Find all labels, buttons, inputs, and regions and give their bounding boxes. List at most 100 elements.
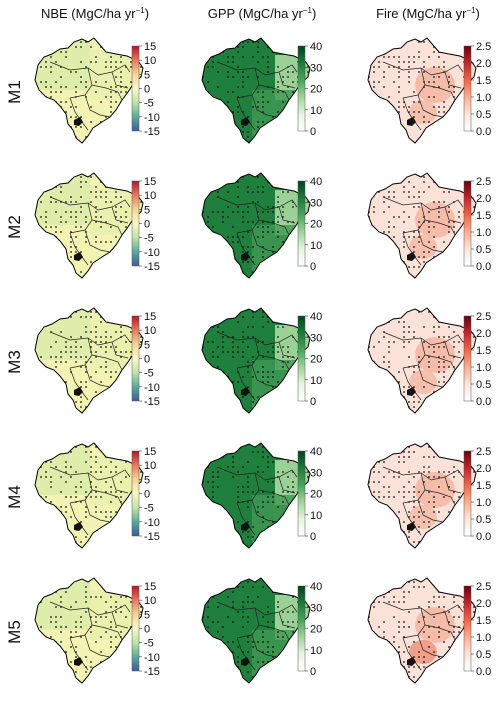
colorbar-tick-label: 2.0 [476, 463, 491, 475]
colorbar-tick-label: 10 [310, 105, 322, 117]
nbe-colorbar: 15 10 5 0 -5 -10 -15 [131, 446, 160, 543]
gpp-colorbar: 40 30 20 10 0 [297, 446, 322, 543]
colorbar-tick-label: 10 [144, 595, 156, 607]
fire-colorbar: 2.5 2.0 1.5 1.0 0.5 0.0 [463, 41, 491, 138]
colorbar-tick-label: 0.0 [476, 666, 491, 678]
colorbar-tick-label: 15 [144, 446, 156, 458]
colorbar-tick-label: -10 [144, 247, 160, 259]
colorbar-tick-label: 0 [310, 126, 316, 138]
colorbar-tick-label: 0.0 [476, 126, 491, 138]
colorbar-tick-label: 5 [144, 204, 150, 216]
colorbar-tick-label: 10 [310, 510, 322, 522]
row-label: M1 [5, 80, 24, 104]
brazil-outline [201, 172, 311, 279]
colorbar-tick-label: 30 [310, 467, 322, 479]
colorbar-tick-label: -5 [144, 233, 154, 245]
colorbar-tick-label: 0 [310, 666, 316, 678]
colorbar-tick-label: 0 [144, 489, 150, 501]
colorbar-tick-label: 1.5 [476, 75, 491, 87]
colorbar-tick-label: 20 [310, 354, 322, 366]
colorbar-tick-label: 5 [144, 339, 150, 351]
colorbar-tick-label: -15 [144, 126, 160, 138]
colorbar-tick-label: 2.0 [476, 193, 491, 205]
colorbar-tick-label: 30 [310, 332, 322, 344]
colorbar-tick-label: -5 [144, 638, 154, 650]
map-rows: M1 15 10 5 0 -5 -10 -15 40 30 20 10 0 2.5 2.0 1.5 1.0 0.5… [5, 37, 491, 684]
colorbar-tick-label: 0.0 [476, 261, 491, 273]
colorbar-tick-label: 15 [144, 311, 156, 323]
brazil-outline [201, 307, 311, 414]
colorbar-tick-label: 2.5 [476, 581, 491, 593]
colorbar-tick-label: 15 [144, 581, 156, 593]
colorbar-tick-label: 0 [310, 396, 316, 408]
fire-map-panel [367, 172, 477, 279]
colorbar-tick-label: 1.0 [476, 497, 491, 509]
colorbar-tick-label: 30 [310, 197, 322, 209]
colorbar-tick-label: 1.0 [476, 92, 491, 104]
brazil-outline [201, 577, 311, 684]
colorbar-tick-label: -5 [144, 503, 154, 515]
colorbar-tick-label: 2.5 [476, 311, 491, 323]
brazil-outline [367, 442, 477, 549]
colorbar-tick-label: 10 [310, 645, 322, 657]
colorbar-tick-label: 2.5 [476, 176, 491, 188]
colorbar-tick-label: 0.0 [476, 396, 491, 408]
colorbar-tick-label: 0.5 [476, 379, 491, 391]
brazil-outline [367, 172, 477, 279]
fire-map-panel [367, 577, 477, 684]
brazil-outline [367, 577, 477, 684]
colorbar-tick-label: 0.5 [476, 109, 491, 121]
colorbar-tick-label: 10 [310, 375, 322, 387]
colorbar-tick-label: 0 [144, 219, 150, 231]
fire-colorbar: 2.5 2.0 1.5 1.0 0.5 0.0 [463, 176, 491, 273]
colorbar-tick-label: 1.0 [476, 632, 491, 644]
row-label: M4 [5, 485, 24, 509]
fire-column-title: Fire (MgC/ha yr−1) [376, 6, 480, 21]
gpp-column-title: GPP (MgC/ha yr−1) [208, 6, 317, 21]
colorbar-tick-label: 10 [144, 325, 156, 337]
colorbar-tick-label: 20 [310, 84, 322, 96]
gpp-colorbar: 40 30 20 10 0 [297, 581, 322, 678]
colorbar-tick-label: 1.5 [476, 345, 491, 357]
brazil-outline [34, 307, 144, 414]
brazil-outline [201, 37, 311, 144]
map-row: M4 15 10 5 0 -5 -10 -15 40 30 20 10 0 2.5 2.0 1.5 1.0 0.5… [5, 442, 491, 549]
colorbar-tick-label: -5 [144, 368, 154, 380]
brazil-outline [34, 172, 144, 279]
colorbar-tick-label: 0.5 [476, 514, 491, 526]
colorbar-tick-label: 2.5 [476, 446, 491, 458]
colorbar-tick-label: 2.0 [476, 328, 491, 340]
map-row: M2 15 10 5 0 -5 -10 -15 40 30 20 10 0 2.5 2.0 1.5 1.0 0.5… [5, 172, 491, 279]
colorbar-tick-label: 30 [310, 62, 322, 74]
brazil-outline [34, 37, 144, 144]
colorbar-tick-label: -15 [144, 261, 160, 273]
colorbar-tick-label: 1.5 [476, 480, 491, 492]
colorbar-tick-label: 0 [144, 84, 150, 96]
colorbar-tick-label: 2.0 [476, 598, 491, 610]
colorbar-tick-label: 5 [144, 609, 150, 621]
brazil-outline [367, 307, 477, 414]
colorbar-tick-label: 40 [310, 446, 322, 458]
row-label: M2 [5, 215, 24, 239]
brazil-outline [34, 577, 144, 684]
colorbar-tick-label: 10 [144, 460, 156, 472]
colorbar-tick-label: 2.5 [476, 41, 491, 53]
map-row: M5 15 10 5 0 -5 -10 -15 40 30 20 10 0 2.5 2.0 1.5 1.0 0.5… [5, 577, 491, 684]
colorbar-tick-label: -15 [144, 666, 160, 678]
row-label: M5 [5, 620, 24, 644]
colorbar-tick-label: 40 [310, 311, 322, 323]
fire-colorbar: 2.5 2.0 1.5 1.0 0.5 0.0 [463, 311, 491, 408]
colorbar-tick-label: 10 [144, 55, 156, 67]
colorbar-tick-label: 1.0 [476, 227, 491, 239]
colorbar-tick-label: 5 [144, 69, 150, 81]
brazil-outline [34, 442, 144, 549]
colorbar-tick-label: 0.0 [476, 531, 491, 543]
colorbar-tick-label: 10 [310, 240, 322, 252]
colorbar-tick-label: 10 [144, 190, 156, 202]
colorbar-tick-label: -15 [144, 396, 160, 408]
colorbar-tick-label: 20 [310, 624, 322, 636]
row-label: M3 [5, 350, 24, 374]
brazil-outline [367, 37, 477, 144]
colorbar-tick-label: 40 [310, 41, 322, 53]
colorbar-tick-label: 0.5 [476, 244, 491, 256]
